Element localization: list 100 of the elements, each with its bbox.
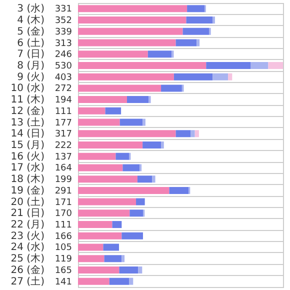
bar	[137, 176, 152, 183]
bar	[119, 266, 138, 274]
bar	[176, 39, 197, 46]
bar	[228, 73, 232, 80]
bar	[78, 62, 206, 69]
text: 313	[54, 38, 72, 49]
bar	[268, 62, 283, 69]
text: 352	[54, 16, 72, 26]
bar	[105, 107, 122, 114]
text: 222	[54, 141, 72, 151]
y-tick-label: 15 (月)	[10, 140, 45, 151]
text: 166	[54, 232, 72, 242]
y-tick-label: 18 (木)	[10, 173, 45, 186]
y-tick-label: 5 (金)	[17, 25, 45, 38]
bar	[176, 130, 191, 138]
bar	[142, 118, 146, 126]
y-tick-label: 4 (木)	[17, 14, 45, 26]
bar	[78, 39, 176, 46]
bar	[78, 232, 122, 240]
bar	[186, 16, 212, 24]
bar	[126, 96, 149, 104]
bar	[152, 176, 156, 183]
bar	[78, 152, 116, 160]
bar	[122, 232, 143, 240]
bar	[196, 39, 200, 46]
text: 137	[54, 152, 72, 162]
bar	[169, 186, 189, 194]
bar	[78, 118, 120, 126]
text: 177	[54, 118, 72, 128]
text: 111	[54, 220, 72, 231]
text: 111	[54, 106, 72, 117]
bar	[78, 96, 127, 104]
bar	[78, 28, 183, 35]
bar	[78, 73, 174, 80]
y-tick-label: 8 (月)	[17, 60, 45, 72]
bar	[161, 142, 164, 148]
bar	[129, 278, 134, 285]
text: 291	[54, 186, 72, 196]
y-tick-label: 25 (木)	[10, 252, 45, 265]
bar	[187, 5, 204, 12]
text: 317	[54, 130, 72, 140]
y-tick-label: 27 (土)	[10, 275, 45, 288]
bar	[104, 255, 122, 262]
y-tick-label: 23 (火)	[10, 230, 45, 242]
y-tick-label: 10 (水)	[10, 82, 45, 94]
bar	[78, 5, 188, 12]
y-tick-label: 11 (木)	[10, 94, 45, 106]
bar	[136, 198, 145, 206]
bar	[78, 84, 162, 92]
bar	[122, 164, 140, 172]
text: 403	[54, 72, 72, 83]
bar	[212, 73, 228, 80]
bar	[190, 130, 195, 138]
bar	[206, 62, 251, 69]
bar	[78, 266, 120, 274]
bar	[130, 210, 144, 217]
y-tick-label: 16 (火)	[10, 150, 45, 162]
text: 171	[54, 198, 72, 208]
y-tick-label: 14 (日)	[10, 128, 45, 140]
text: 331	[54, 4, 72, 15]
text: 170	[54, 209, 72, 220]
text: 165	[54, 266, 72, 276]
text: 141	[54, 277, 72, 288]
y-tick-label: 7 (日)	[17, 49, 45, 60]
bar	[78, 164, 123, 172]
text: 105	[54, 243, 72, 254]
bar	[148, 50, 172, 58]
bar	[78, 198, 136, 206]
y-tick-label: 9 (火)	[17, 70, 45, 83]
text: 119	[54, 254, 72, 265]
bar	[78, 255, 104, 262]
y-tick-label: 3 (水)	[17, 2, 45, 15]
bar	[182, 28, 209, 35]
bar	[78, 142, 143, 148]
y-tick-label: 17 (水)	[10, 162, 45, 174]
bar	[103, 244, 119, 251]
bar	[194, 130, 199, 138]
text: 272	[54, 84, 72, 94]
y-tick-label: 6 (土)	[17, 36, 45, 49]
bar	[112, 221, 122, 228]
text: 530	[54, 61, 72, 72]
y-tick-label: 19 (金)	[10, 184, 45, 196]
bar	[142, 142, 162, 148]
bar	[161, 84, 182, 92]
text: 199	[54, 175, 72, 186]
text: 164	[54, 164, 72, 174]
y-tick-label: 26 (金)	[10, 264, 45, 276]
y-tick-label: 24 (水)	[10, 241, 45, 254]
bar	[78, 210, 130, 217]
bar	[78, 50, 148, 58]
bar	[78, 221, 112, 228]
bar	[78, 107, 106, 114]
bar	[78, 130, 176, 138]
bar	[122, 255, 125, 262]
bar	[250, 62, 268, 69]
bar	[78, 244, 104, 251]
text: 246	[54, 50, 72, 60]
bar	[116, 152, 130, 160]
text: 339	[54, 27, 72, 38]
bar	[174, 73, 213, 80]
